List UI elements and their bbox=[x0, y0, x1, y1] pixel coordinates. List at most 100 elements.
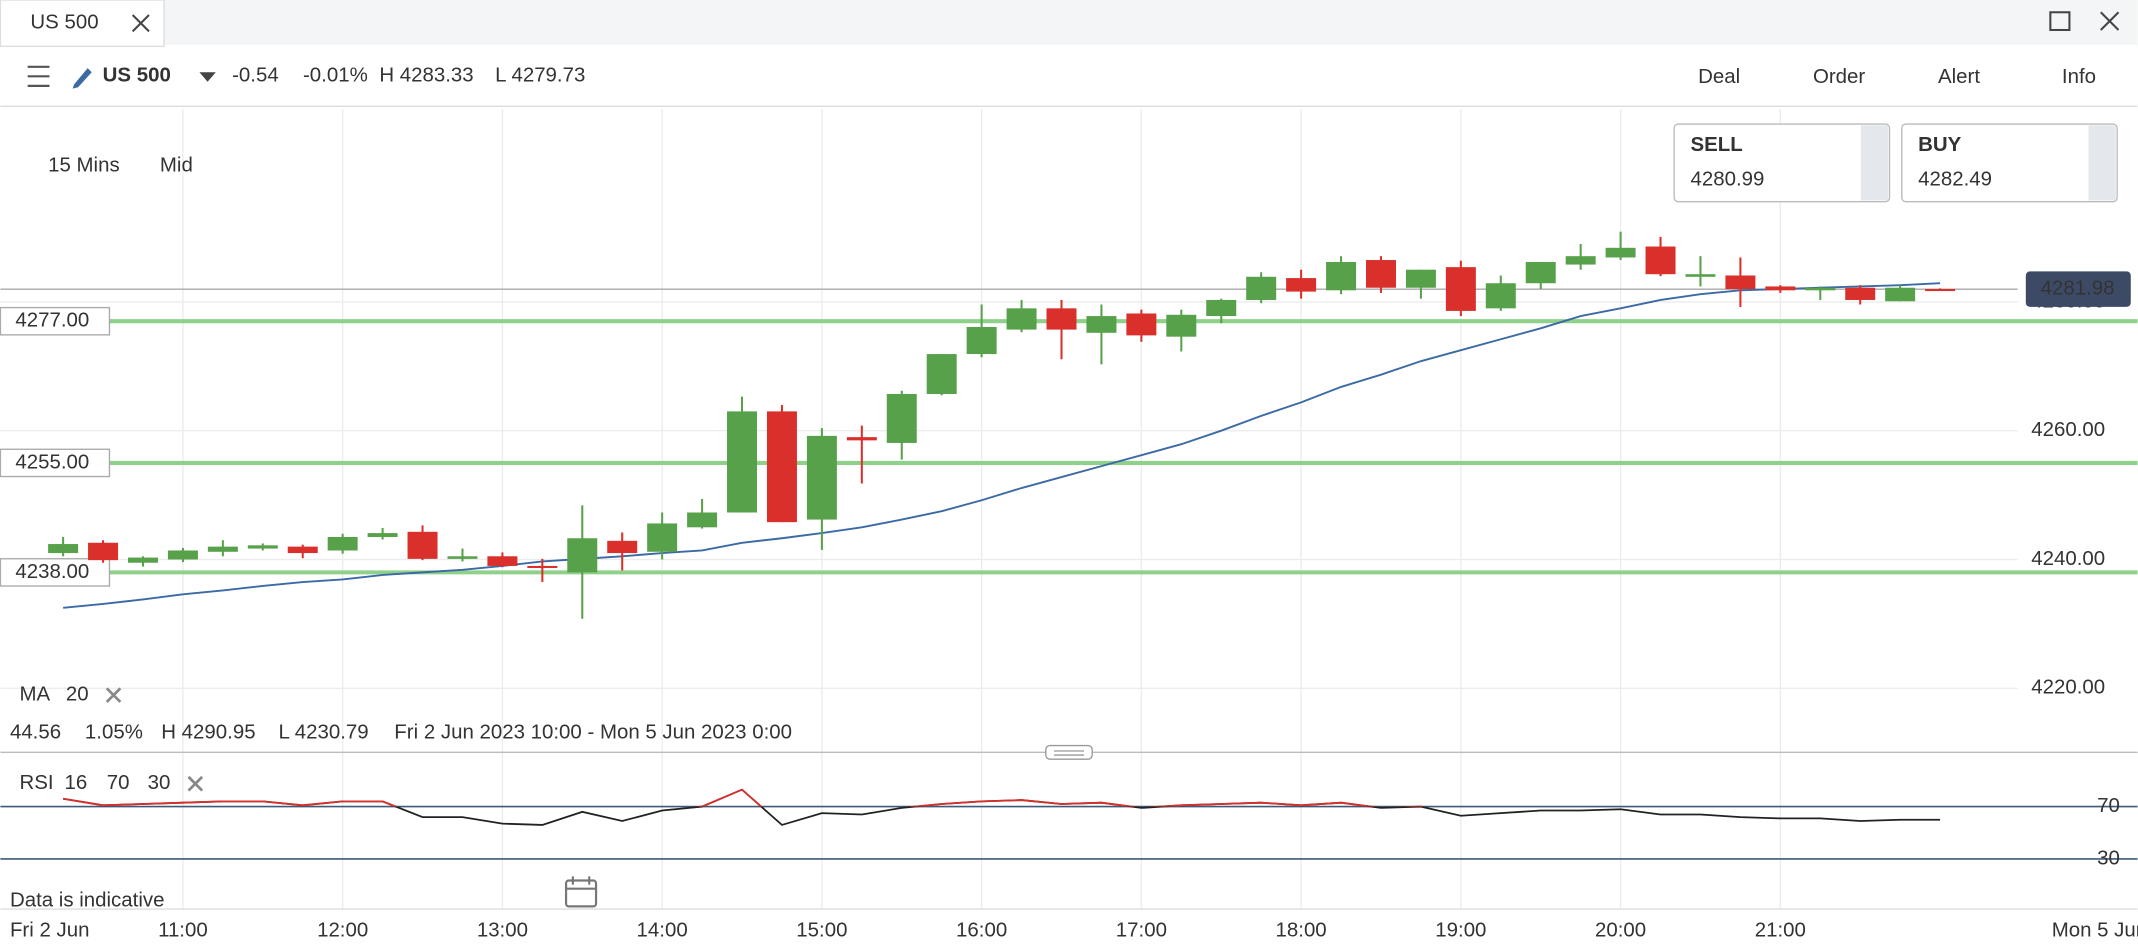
rsi-overbought-line bbox=[62, 788, 1425, 807]
candle-body bbox=[407, 531, 438, 559]
pane-handle[interactable] bbox=[1045, 744, 1093, 760]
x-tick-label: 14:00 bbox=[637, 918, 688, 941]
candle-body bbox=[167, 550, 198, 560]
close-button[interactable] bbox=[2100, 11, 2120, 31]
y-tick-label: 4240.00 bbox=[2031, 547, 2105, 570]
x-start-label: Fri 2 Jun bbox=[10, 918, 90, 941]
x-tick-label: 11:00 bbox=[158, 918, 208, 941]
candle-body bbox=[1805, 287, 1836, 291]
candle-body bbox=[1445, 267, 1476, 311]
buy-label: BUY bbox=[1918, 133, 1962, 156]
tab-title: US 500 bbox=[30, 11, 98, 34]
candle-body bbox=[1326, 261, 1357, 291]
level-label-box bbox=[0, 558, 111, 587]
ma-period: 20 bbox=[66, 683, 89, 706]
x-tick-label: 16:00 bbox=[956, 918, 1007, 941]
level-label: 4277.00 bbox=[15, 309, 89, 332]
menu-info[interactable]: Info bbox=[2062, 65, 2096, 88]
candle-body bbox=[567, 538, 598, 573]
menu-deal[interactable]: Deal bbox=[1698, 65, 1740, 88]
candle-body bbox=[367, 533, 398, 537]
sell-price: 4280.99 bbox=[1691, 167, 1765, 190]
candle-body bbox=[1925, 289, 1956, 292]
rsi-tick-label: 70 bbox=[2097, 794, 2120, 817]
footer-note: Data is indicative bbox=[10, 888, 165, 911]
maximize-button[interactable] bbox=[2049, 11, 2071, 32]
menu-order[interactable]: Order bbox=[1813, 65, 1865, 88]
rsi-param: 16 bbox=[64, 771, 87, 794]
x-tick-label: 17:00 bbox=[1116, 918, 1167, 941]
candle-body bbox=[1565, 256, 1596, 265]
rsi-param: 70 bbox=[107, 771, 130, 794]
range-low: L 4230.79 bbox=[278, 721, 368, 744]
range-change: 44.56 bbox=[10, 721, 61, 744]
candle-body bbox=[607, 540, 638, 554]
x-tick-label: 18:00 bbox=[1276, 918, 1327, 941]
candle-body bbox=[727, 411, 758, 513]
day-low: L 4279.73 bbox=[495, 64, 585, 87]
plot: 11:00 12:00 13:00 14:00 15:00 16:00 17:00 18:00… bbox=[0, 109, 2138, 941]
calendar-lines bbox=[566, 876, 597, 890]
candle-body bbox=[1086, 316, 1117, 333]
range-dates: Fri 2 Jun 2023 10:00 - Mon 5 Jun 2023 0:… bbox=[394, 721, 792, 744]
candle-body bbox=[687, 512, 718, 528]
candle-body bbox=[1525, 261, 1556, 284]
candle-body bbox=[1685, 274, 1716, 277]
rsi-param: 30 bbox=[148, 771, 171, 794]
tab-bar bbox=[0, 0, 2138, 45]
current-price-box bbox=[2025, 271, 2131, 307]
candle-body bbox=[1166, 314, 1197, 337]
candle-body bbox=[1206, 299, 1237, 317]
instrument-name[interactable]: US 500 bbox=[103, 64, 171, 87]
candle-body bbox=[527, 565, 558, 568]
candle-body bbox=[1246, 276, 1277, 300]
x-tick-label: 15:00 bbox=[796, 918, 847, 941]
candle-body bbox=[926, 354, 957, 394]
pane-handle-grip bbox=[1054, 750, 1084, 756]
candle-body bbox=[1046, 308, 1077, 330]
x-tick-label: 20:00 bbox=[1595, 918, 1646, 941]
candle-body bbox=[88, 542, 119, 561]
candle-body bbox=[1645, 246, 1676, 275]
instrument-dropdown[interactable] bbox=[199, 72, 216, 82]
ma-remove[interactable] bbox=[105, 687, 122, 703]
candle-body bbox=[48, 544, 79, 554]
ma-label: MA bbox=[20, 683, 51, 706]
tab-close[interactable] bbox=[131, 14, 150, 33]
candle-body bbox=[1605, 247, 1636, 258]
x-tick-label: 12:00 bbox=[317, 918, 368, 941]
interval[interactable]: 15 Mins bbox=[48, 154, 120, 177]
level-label: 4238.00 bbox=[15, 560, 89, 583]
price-type[interactable]: Mid bbox=[160, 154, 193, 177]
ma-line bbox=[63, 282, 1941, 609]
level-label: 4255.00 bbox=[15, 450, 89, 473]
rsi-remove[interactable] bbox=[187, 775, 204, 792]
candle-body bbox=[1286, 278, 1317, 292]
x-tick-label: 21:00 bbox=[1755, 918, 1806, 941]
sell-box-edge bbox=[1860, 125, 1889, 201]
sell-box[interactable] bbox=[1673, 123, 1891, 203]
calendar-icon[interactable] bbox=[564, 876, 598, 908]
candle-body bbox=[287, 546, 318, 554]
day-high: H 4283.33 bbox=[379, 64, 473, 87]
x-tick-label: 13:00 bbox=[477, 918, 528, 941]
tab[interactable] bbox=[0, 0, 165, 48]
candle-body bbox=[247, 545, 278, 549]
candle-body bbox=[886, 393, 917, 443]
level-label-box bbox=[0, 448, 111, 478]
x-end-label: Mon 5 Jun bbox=[2052, 918, 2138, 941]
candle-body bbox=[1725, 275, 1756, 290]
menu-alert[interactable]: Alert bbox=[1938, 65, 1980, 88]
range-change-pct: 1.05% bbox=[85, 721, 143, 744]
candle-body bbox=[1845, 287, 1876, 300]
calendar-body bbox=[564, 879, 598, 908]
y-tick-label: 4260.00 bbox=[2031, 418, 2105, 441]
candle-body bbox=[447, 556, 478, 559]
candle-body bbox=[766, 411, 797, 523]
buy-box[interactable] bbox=[1901, 123, 2118, 203]
range-high: H 4290.95 bbox=[161, 721, 255, 744]
edit-icon[interactable] bbox=[72, 68, 92, 89]
menu-icon[interactable] bbox=[27, 65, 50, 87]
